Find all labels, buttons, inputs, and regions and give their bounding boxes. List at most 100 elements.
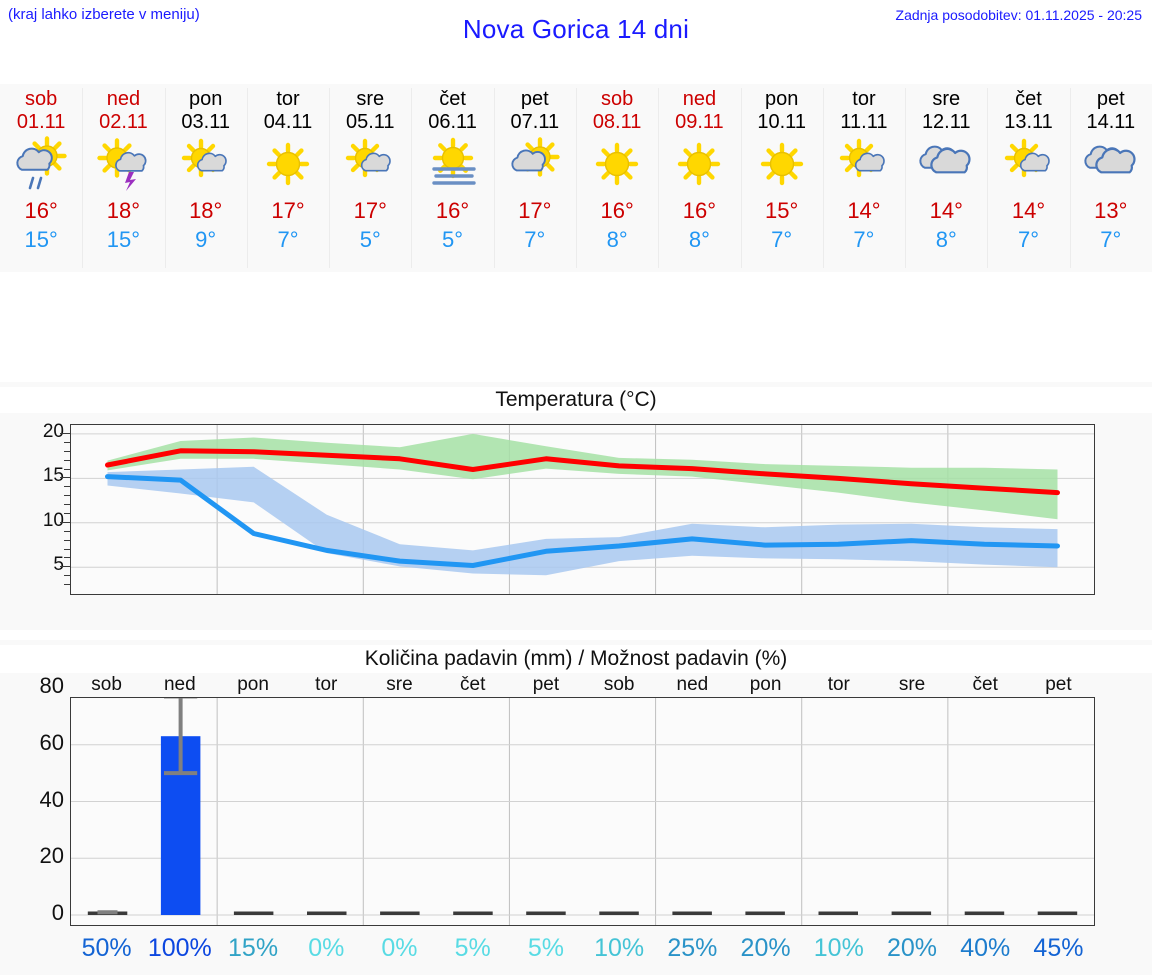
last-update-label: Zadnja posodobitev: 01.11.2025 - 20:25	[895, 7, 1142, 23]
precipitation-day-label: sre	[898, 674, 926, 695]
precipitation-probability-label: 45%	[1033, 933, 1084, 962]
sun-icon	[753, 136, 811, 194]
day-of-week-label: ned	[682, 88, 717, 110]
cloudy-icon	[917, 136, 975, 194]
day-of-week-label: čet	[439, 88, 466, 110]
day-forecast-card[interactable]: pet 14.11 13° 7°	[1069, 84, 1152, 272]
temperature-axis-tick	[64, 575, 70, 577]
temperature-axis-tick	[64, 548, 70, 550]
precipitation-day-label: sob	[91, 674, 122, 695]
day-of-week-label: pet	[520, 88, 549, 110]
day-max-temp: 17°	[518, 198, 552, 223]
day-max-temp: 14°	[847, 198, 881, 223]
temperature-y-tick-label: 5	[53, 554, 64, 576]
precipitation-y-tick-label: 0	[51, 900, 64, 925]
precipitation-probability-label: 20%	[740, 933, 791, 962]
precipitation-y-tick-label: 80	[39, 673, 64, 698]
day-date-label: 13.11	[1004, 111, 1053, 133]
day-max-temp: 13°	[1094, 198, 1128, 223]
sun-cloud-icon	[506, 136, 564, 194]
day-date-label: 08.11	[592, 111, 642, 133]
day-min-temp: 7°	[1100, 227, 1122, 252]
day-min-temp: 7°	[771, 227, 793, 252]
day-date-label: 14.11	[1086, 111, 1136, 133]
day-date-label: 03.11	[181, 111, 230, 133]
day-min-temp: 5°	[359, 227, 381, 252]
temperature-axis-tick	[64, 450, 70, 452]
precipitation-day-label: tor	[827, 674, 850, 695]
temperature-y-tick-label: 10	[42, 509, 64, 531]
day-min-temp: 8°	[606, 227, 628, 252]
precipitation-probability-label: 100%	[147, 933, 212, 962]
day-forecast-card[interactable]: sre 12.11 14° 8°	[905, 84, 987, 272]
precipitation-day-label: pon	[749, 674, 782, 695]
sun-cloud-thunder-icon	[94, 136, 152, 194]
precipitation-day-label: čet	[972, 674, 998, 695]
day-min-temp: 8°	[935, 227, 957, 252]
day-forecast-card[interactable]: ned 02.11 18° 15°	[82, 84, 164, 272]
day-max-temp: 17°	[271, 198, 305, 223]
day-forecast-card[interactable]: tor 04.11 17° 7°	[246, 84, 329, 272]
temperature-y-tick-label: 20	[42, 420, 64, 442]
day-forecast-card[interactable]: pet 07.11 17° 7°	[493, 84, 576, 272]
day-forecast-card[interactable]: sob 08.11 16° 8°	[575, 84, 658, 272]
precipitation-day-labels: sob ned pon tor sre čet pet sob ned pon tor sre čet p…	[70, 674, 1095, 698]
day-forecast-card[interactable]: ned 09.11 16° 8°	[658, 84, 740, 272]
precipitation-probability-label: 10%	[594, 933, 645, 962]
precipitation-day-label: sre	[386, 674, 413, 695]
day-date-label: 04.11	[263, 111, 313, 133]
precipitation-probability-row: 50% 100% 15% 0% 0% 5% 5% 10% 25% 20% 10% 20% 40% 45%	[70, 928, 1095, 968]
day-max-temp: 16°	[435, 198, 470, 223]
precipitation-probability-label: 5%	[527, 933, 564, 962]
temperature-y-tick-label: 15	[42, 465, 64, 487]
temperature-axis-tick	[60, 566, 70, 568]
precipitation-probability-label: 10%	[813, 933, 864, 962]
day-min-temp: 7°	[524, 227, 546, 252]
precipitation-probability-label: 20%	[886, 933, 938, 962]
temperature-axis-tick	[64, 486, 70, 488]
day-min-temp: 7°	[853, 227, 875, 252]
day-date-label: 02.11	[99, 111, 148, 133]
day-of-week-label: sre	[932, 88, 961, 110]
day-forecast-card[interactable]: pon 03.11 18° 9°	[164, 84, 247, 272]
temperature-axis-tick	[64, 468, 70, 470]
day-date-label: 01.11	[16, 111, 66, 133]
day-date-label: 11.11	[840, 111, 888, 133]
day-of-week-label: pet	[1096, 88, 1125, 110]
sun-icon	[670, 136, 728, 194]
day-forecast-card[interactable]: tor 11.11 14° 7°	[822, 84, 905, 272]
temperature-axis-tick	[64, 584, 70, 586]
day-forecast-card[interactable]: čet 13.11 14° 7°	[987, 84, 1069, 272]
precipitation-day-label: tor	[315, 674, 338, 695]
temperature-axis-tick	[60, 477, 70, 479]
sun-small-cloud-icon	[1000, 136, 1058, 194]
temperature-axis-tick	[64, 512, 70, 514]
precipitation-probability-label: 5%	[454, 933, 491, 962]
precipitation-probability-label: 25%	[667, 933, 718, 962]
day-date-label: 10.11	[757, 111, 806, 133]
day-date-label: 12.11	[921, 111, 971, 133]
day-max-temp: 17°	[353, 198, 387, 223]
day-forecast-card[interactable]: čet 06.11 16° 5°	[411, 84, 493, 272]
location-menu-hint[interactable]: (kraj lahko izberete v meniju)	[8, 6, 200, 23]
precipitation-probability-label: 50%	[81, 933, 132, 962]
day-max-temp: 16°	[24, 198, 58, 223]
precipitation-plot-area	[70, 687, 1095, 926]
day-of-week-label: tor	[276, 88, 300, 110]
temperature-axis-tick	[64, 557, 70, 559]
day-forecast-card[interactable]: sob 01.11 16° 15°	[0, 84, 82, 272]
temperature-chart-title: Temperatura (°C)	[0, 387, 1152, 413]
day-forecast-card[interactable]: sre 05.11 17° 5°	[329, 84, 411, 272]
precipitation-y-tick-label: 40	[39, 786, 64, 812]
day-forecast-card[interactable]: pon 10.11 15° 7°	[740, 84, 823, 272]
day-min-temp: 7°	[1017, 227, 1040, 252]
sun-icon	[259, 136, 317, 194]
precipitation-probability-label: 0%	[381, 933, 418, 962]
spacer-band	[0, 272, 1152, 382]
precipitation-probability-label: 0%	[308, 933, 345, 962]
temperature-axis-tick	[64, 530, 70, 532]
day-max-temp: 15°	[765, 198, 799, 223]
temperature-axis-tick	[64, 539, 70, 541]
precipitation-chart-svg	[71, 687, 1094, 925]
